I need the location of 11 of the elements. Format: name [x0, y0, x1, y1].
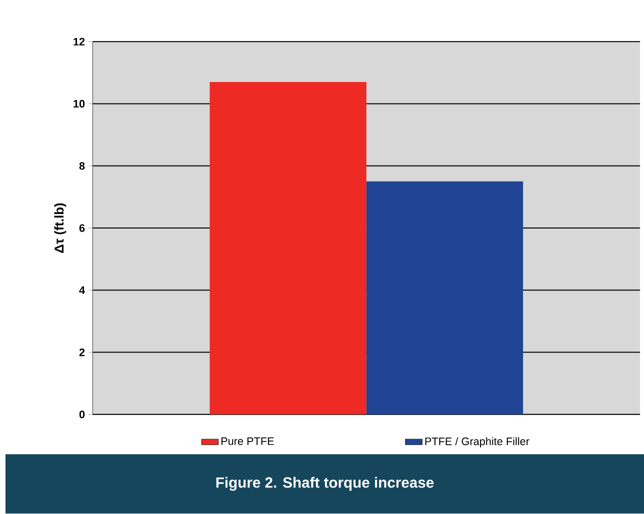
y-tick-label: 0 — [79, 410, 85, 418]
text: Figure 2. Shaft torque increase — [216, 477, 434, 491]
y-tick-label: 10 — [74, 100, 85, 108]
y-axis-title: Δτ (ft.lb) — [54, 204, 66, 254]
legend-label: PTFE / Graphite Filler — [425, 437, 530, 448]
y-tick-label: 12 — [74, 38, 85, 46]
y-tick-label: 2 — [79, 348, 85, 356]
legend-label: Pure PTFE — [221, 438, 274, 446]
y-tick-label: 4 — [79, 286, 85, 294]
y-tick-label: 6 — [79, 224, 85, 232]
y-tick-label: 8 — [79, 162, 85, 170]
